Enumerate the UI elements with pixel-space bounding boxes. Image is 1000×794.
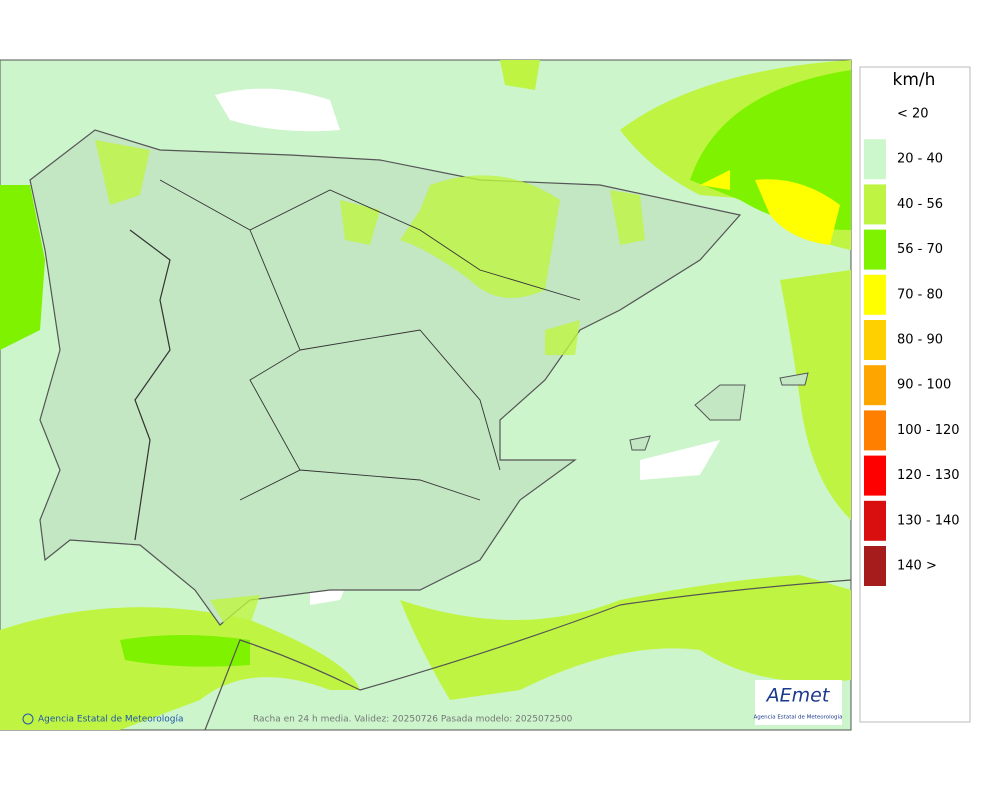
logo-name: Agencia Estatal de Meteorología (754, 714, 843, 721)
legend-swatch (864, 455, 886, 496)
legend-label: < 20 (897, 107, 929, 122)
region-border (159, 179, 581, 501)
legend-swatch (864, 410, 886, 451)
copyright-icon (22, 713, 34, 725)
border (129, 229, 171, 541)
zone (400, 575, 851, 700)
legend-label: 140 > (897, 559, 937, 574)
legend-label: 120 - 130 (897, 468, 960, 483)
caption: Racha en 24 h media. Validez: 20250726 P… (253, 715, 573, 725)
legend-label: 90 - 100 (897, 378, 951, 393)
copyright: Agencia Estatal de Meteorología (38, 715, 184, 725)
legend-swatch (864, 365, 886, 406)
legend-label: 100 - 120 (897, 423, 960, 438)
legend-swatch (864, 229, 886, 270)
zone (700, 170, 840, 245)
logo-box (755, 680, 842, 725)
legend-swatch (864, 320, 886, 360)
map: Agencia Estatal de Meteorología Racha en… (0, 59, 852, 731)
legend-swatch (864, 500, 886, 541)
legend-swatch (864, 94, 886, 134)
legend-title: km/h (893, 70, 936, 90)
legend-swatch (864, 546, 886, 586)
logo-mark: AEmet (765, 685, 831, 707)
zone (95, 140, 645, 625)
legend-label: 80 - 90 (897, 333, 943, 348)
legend-swatch (864, 139, 886, 180)
legend-label: 70 - 80 (897, 287, 943, 302)
legend-swatch (864, 274, 886, 315)
africa-coast (204, 579, 852, 731)
legend-swatch (864, 184, 886, 225)
zone (780, 270, 851, 520)
legend-label: 40 - 56 (897, 197, 943, 212)
island (629, 372, 809, 451)
legend-label: 20 - 40 (897, 152, 943, 167)
zone (0, 185, 45, 350)
zone (0, 607, 360, 730)
legend: km/h < 20 20 - 40 40 - 56 56 - 70 70 - 80 80 … (859, 66, 971, 723)
zone (120, 635, 250, 667)
legend-label: 130 - 140 (897, 513, 960, 528)
legend-label: 56 - 70 (897, 242, 943, 257)
